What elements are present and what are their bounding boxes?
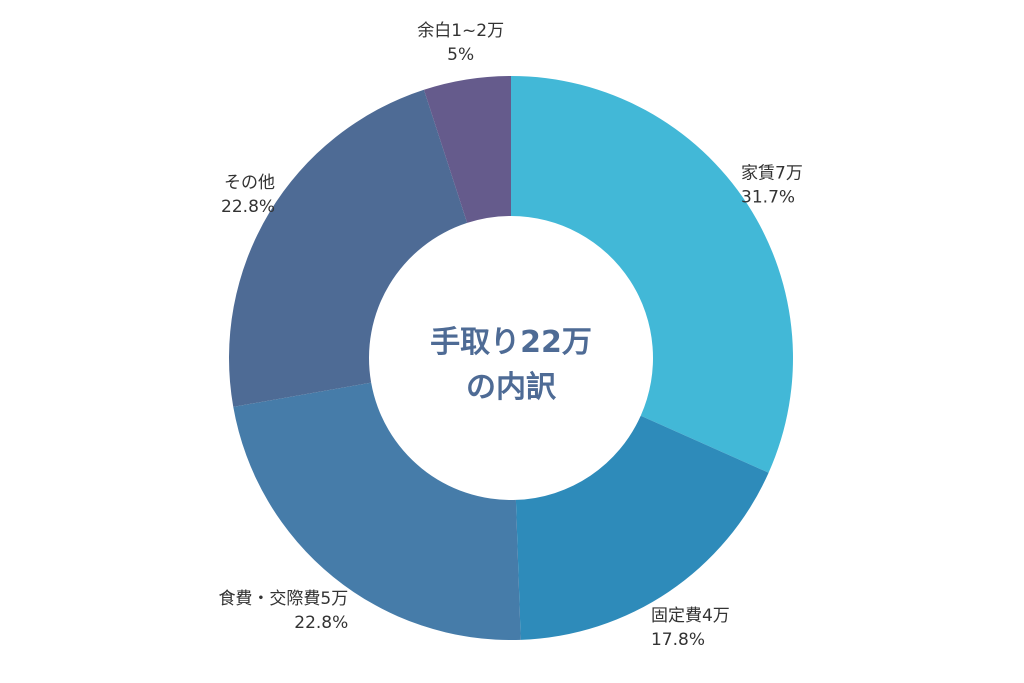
slice-label-percent-4: 5% bbox=[447, 45, 474, 65]
slice-label-percent-0: 31.7% bbox=[741, 188, 795, 208]
slice-0 bbox=[511, 76, 793, 473]
slice-label-percent-1: 17.8% bbox=[651, 630, 705, 650]
slice-label-name-2: 食費・交際費5万 bbox=[218, 589, 348, 609]
slice-4 bbox=[423, 76, 511, 223]
slice-label-name-4: 余白1~2万 bbox=[417, 21, 504, 41]
slice-3 bbox=[229, 89, 468, 407]
slice-label-name-1: 固定費4万 bbox=[651, 606, 730, 626]
center-title: 手取り22万 の内訳 bbox=[430, 325, 592, 405]
center-title-line-1: 手取り22万 bbox=[430, 325, 592, 360]
center-title-line-2: の内訳 bbox=[466, 370, 557, 405]
slice-1 bbox=[515, 415, 769, 640]
slice-labels: 家賃7万 31.7% 固定費4万 17.8% 食費・交際費5万 22.8% その他 22.8%… bbox=[218, 21, 802, 650]
slice-label-name-3: その他 bbox=[224, 173, 275, 193]
slice-2 bbox=[233, 382, 521, 640]
slice-label-name-0: 家賃7万 bbox=[741, 164, 803, 184]
donut-slices bbox=[229, 76, 793, 640]
slice-label-percent-3: 22.8% bbox=[221, 197, 275, 217]
slice-label-percent-2: 22.8% bbox=[294, 613, 348, 633]
